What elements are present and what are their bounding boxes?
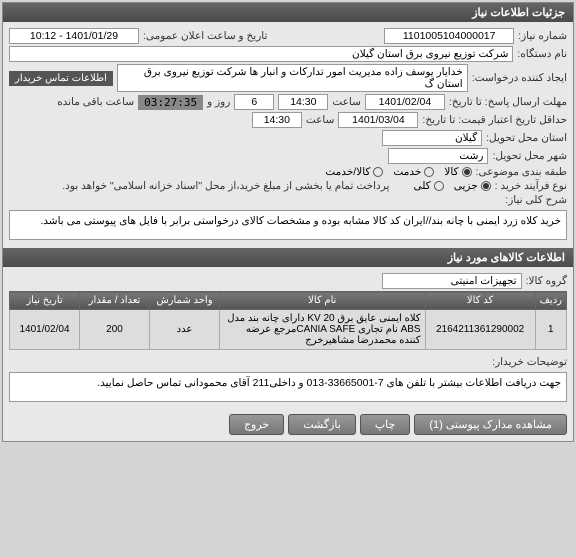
need-no-label: شماره نیاز: xyxy=(518,30,567,42)
general-desc-label: شرح کلی نیاز: xyxy=(497,194,567,206)
th-qty: تعداد / مقدار xyxy=(80,292,150,310)
attachments-button[interactable]: مشاهده مدارک پیوستی (1) xyxy=(414,414,567,435)
validity-label: حداقل تاریخ اعتبار قیمت: تا تاریخ: xyxy=(422,114,567,126)
validity-date-field: 1401/03/04 xyxy=(338,112,418,128)
th-code: کد کالا xyxy=(425,292,535,310)
cell-qty: 200 xyxy=(80,310,150,350)
day-and-label: روز و xyxy=(207,96,230,108)
exit-button[interactable]: خروج xyxy=(229,414,284,435)
th-index: ردیف xyxy=(535,292,566,310)
main-panel: جزئیات اطلاعات نیاز شماره نیاز: 11010051… xyxy=(2,2,574,442)
goods-table: ردیف کد کالا نام کالا واحد شمارش تعداد /… xyxy=(9,291,567,350)
buyer-notes-field: جهت دریافت اطلاعات بیشتر با تلفن های 7-3… xyxy=(9,372,567,402)
table-header-row: ردیف کد کالا نام کالا واحد شمارش تعداد /… xyxy=(10,292,567,310)
th-name: نام کالا xyxy=(220,292,426,310)
radio-both[interactable]: کالا/خدمت xyxy=(325,166,383,178)
print-button[interactable]: چاپ xyxy=(360,414,411,435)
need-no-field: 1101005104000017 xyxy=(384,28,514,44)
cell-date: 1401/02/04 xyxy=(10,310,80,350)
goods-group-label: گروه کالا: xyxy=(526,275,567,287)
radio-dot-icon xyxy=(434,181,444,191)
province-label: استان محل تحویل: xyxy=(486,132,567,144)
city-field: رشت xyxy=(388,148,488,164)
cell-code: 2164211361290002 xyxy=(425,310,535,350)
radio-dot-icon xyxy=(462,167,472,177)
back-button[interactable]: بازگشت xyxy=(288,414,356,435)
radio-dot-icon xyxy=(424,167,434,177)
creator-field: خدایار یوسف زاده مدیریت امور تدارکات و ا… xyxy=(117,64,468,92)
payment-note: پرداخت تمام یا بخشی از مبلغ خرید،از محل … xyxy=(62,180,389,192)
radio-full[interactable]: کلی xyxy=(413,180,443,192)
th-date: تاریخ نیاز xyxy=(10,292,80,310)
province-field: گیلان xyxy=(382,130,482,146)
org-field: شرکت توزیع نیروی برق استان گیلان xyxy=(9,46,513,62)
radio-goods[interactable]: کالا xyxy=(444,166,471,178)
time-label-2: ساعت xyxy=(306,114,335,126)
general-desc-field: خرید کلاه زرد ایمنی با چانه بند//ایران ک… xyxy=(9,210,567,240)
cell-index: 1 xyxy=(535,310,566,350)
button-bar: مشاهده مدارک پیوستی (1) چاپ بازگشت خروج xyxy=(3,408,573,441)
radio-service[interactable]: خدمت xyxy=(393,166,434,178)
buyer-notes-label: توضیحات خریدار: xyxy=(487,356,567,368)
contact-link[interactable]: اطلاعات تماس خریدار xyxy=(9,71,113,86)
unified-radio-group: کالا خدمت کالا/خدمت xyxy=(325,166,471,178)
org-label: نام دستگاه: xyxy=(517,48,567,60)
send-time-field: 14:30 xyxy=(278,94,328,110)
announce-field: 1401/01/29 - 10:12 xyxy=(9,28,139,44)
cell-unit: عدد xyxy=(150,310,220,350)
goods-subheader: اطلاعات کالاهای مورد نیاز xyxy=(3,248,573,267)
announce-label: تاریخ و ساعت اعلان عمومی: xyxy=(143,30,267,42)
radio-partial[interactable]: جزیی xyxy=(454,180,491,192)
goods-group-field: تجهیزات امنیتی xyxy=(382,273,522,289)
cell-name: کلاه ایمنی عایق برق KV 20 دارای چانه بند… xyxy=(220,310,426,350)
send-date-field: 1401/02/04 xyxy=(365,94,445,110)
city-label: شهر محل تحویل: xyxy=(492,150,567,162)
days-left-field: 6 xyxy=(234,94,274,110)
th-unit: واحد شمارش xyxy=(150,292,220,310)
titlebar: جزئیات اطلاعات نیاز xyxy=(3,3,573,22)
form-section: شماره نیاز: 1101005104000017 تاریخ و ساع… xyxy=(3,22,573,246)
table-row[interactable]: 1 2164211361290002 کلاه ایمنی عایق برق K… xyxy=(10,310,567,350)
validity-time-field: 14:30 xyxy=(252,112,302,128)
creator-label: ایجاد کننده درخواست: xyxy=(472,72,567,84)
remaining-label: ساعت باقی مانده xyxy=(57,96,134,108)
radio-dot-icon xyxy=(481,181,491,191)
purchase-radio-group: جزیی کلی xyxy=(413,180,490,192)
send-deadline-label: مهلت ارسال پاسخ: تا تاریخ: xyxy=(449,96,567,108)
time-label-1: ساعت xyxy=(332,96,361,108)
unified-label: طبقه بندی موضوعی: xyxy=(476,166,567,178)
radio-dot-icon xyxy=(373,167,383,177)
purchase-type-label: نوع فرآیند خرید : xyxy=(495,180,567,192)
countdown-field: 03:27:35 xyxy=(138,95,203,110)
